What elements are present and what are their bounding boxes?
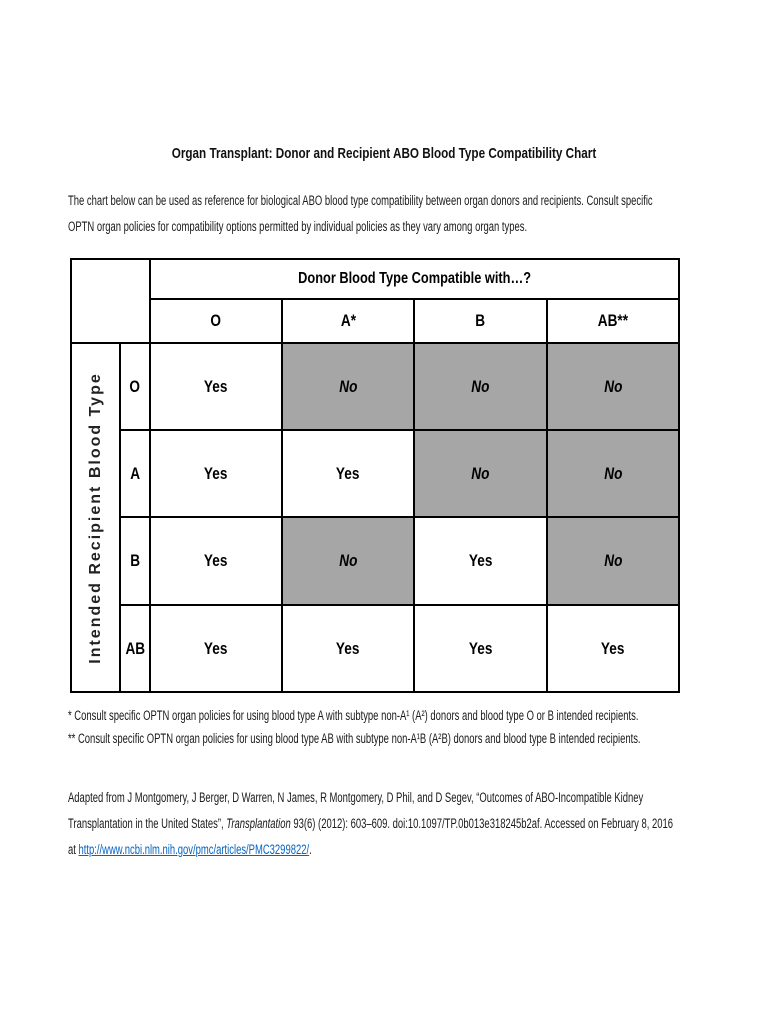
citation-period: . <box>309 842 312 857</box>
row-label-a: A <box>121 431 151 518</box>
intro-paragraph: The chart below can be used as reference… <box>68 188 708 240</box>
cell-a-a: Yes <box>283 431 415 518</box>
cell-b-ab: No <box>548 518 678 606</box>
donor-header-cell: Donor Blood Type Compatible with…? <box>151 260 678 300</box>
donor-column-header-a: A* <box>283 300 415 344</box>
cell-ab-ab: Yes <box>548 606 678 691</box>
footnotes: * Consult specific OPTN organ policies f… <box>68 704 728 750</box>
citation-line-3: at http://www.ncbi.nlm.nih.gov/pmc/artic… <box>68 837 530 863</box>
citation-journal-name: Transplantation <box>226 816 291 831</box>
citation-at-text: at <box>68 842 79 857</box>
row-label-ab: AB <box>121 606 151 691</box>
cell-b-b: Yes <box>415 518 548 606</box>
footnote-line-2: ** Consult specific OPTN organ policies … <box>68 731 641 746</box>
recipient-axis-label: Intended Recipient Blood Type <box>86 371 104 664</box>
cell-o-a: No <box>283 344 415 431</box>
cell-a-o: Yes <box>151 431 283 518</box>
article-link[interactable]: http://www.ncbi.nlm.nih.gov/pmc/articles… <box>78 842 310 857</box>
row-label-o: O <box>121 344 151 431</box>
row-label-b: B <box>121 518 151 606</box>
cell-o-b: No <box>415 344 548 431</box>
donor-column-header-b: B <box>415 300 548 344</box>
cell-b-a: No <box>283 518 415 606</box>
intro-line-1: The chart below can be used as reference… <box>68 193 653 208</box>
cell-o-ab: No <box>548 344 678 431</box>
donor-column-header-ab: AB** <box>548 300 678 344</box>
cell-o-o: Yes <box>151 344 283 431</box>
citation: Adapted from J Montgomery, J Berger, D W… <box>68 785 728 863</box>
citation-line-1: Adapted from J Montgomery, J Berger, D W… <box>68 790 644 805</box>
citation-article-title: Transplantation in the United States”, <box>68 816 227 831</box>
donor-header-label: Donor Blood Type Compatible with…? <box>298 270 531 287</box>
cell-a-b: No <box>415 431 548 518</box>
donor-column-header-o: O <box>151 300 283 344</box>
page-title: Organ Transplant: Donor and Recipient AB… <box>171 145 597 162</box>
compatibility-table: Donor Blood Type Compatible with…? O A* … <box>70 258 680 693</box>
intro-line-2: OPTN organ policies for compatibility op… <box>68 219 528 234</box>
citation-line-2: Transplantation in the United States”, T… <box>68 811 673 837</box>
citation-details: 93(6) (2012): 603–609. doi:10.1097/TP.0b… <box>290 816 674 831</box>
recipient-axis-cell: Intended Recipient Blood Type <box>72 344 121 691</box>
cell-a-ab: No <box>548 431 678 518</box>
cell-ab-o: Yes <box>151 606 283 691</box>
corner-cell <box>72 260 151 344</box>
cell-ab-a: Yes <box>283 606 415 691</box>
cell-ab-b: Yes <box>415 606 548 691</box>
footnote-line-1: * Consult specific OPTN organ policies f… <box>68 708 639 723</box>
cell-b-o: Yes <box>151 518 283 606</box>
